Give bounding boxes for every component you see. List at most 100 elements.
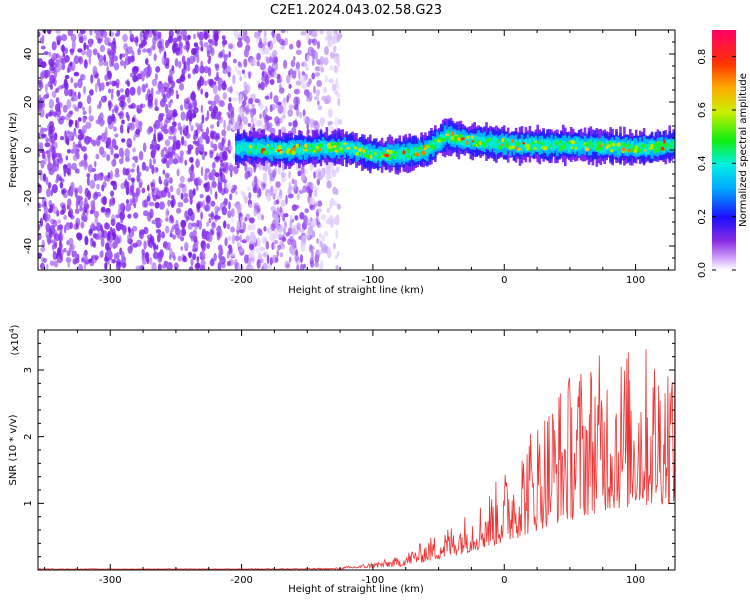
noise-blob	[86, 48, 93, 58]
signal-peak	[595, 146, 600, 151]
signal-peak	[339, 148, 343, 151]
noise-blob	[180, 192, 184, 200]
noise-blob	[122, 34, 128, 42]
noise-blob	[102, 30, 108, 39]
signal-peak	[471, 144, 477, 147]
noise-blob	[81, 146, 87, 152]
noise-blob	[316, 58, 320, 65]
signal-band-segment	[585, 142, 589, 152]
signal-peak	[501, 137, 504, 143]
noise-blob	[199, 65, 205, 74]
noise-blob	[66, 130, 71, 136]
signal-peak	[559, 145, 563, 150]
noise-blob	[197, 200, 203, 209]
noise-blob	[168, 135, 174, 140]
noise-blob	[145, 58, 149, 65]
noise-blob	[264, 167, 268, 172]
noise-blob	[226, 123, 233, 131]
noise-blob	[200, 265, 206, 270]
noise-blob	[96, 183, 100, 190]
signal-band-segment	[483, 137, 486, 145]
noise-blob	[65, 257, 72, 263]
signal-band-segment	[420, 145, 423, 156]
noise-blob	[52, 219, 58, 228]
noise-blob	[207, 66, 212, 77]
noise-blob	[210, 140, 214, 148]
noise-blob	[206, 110, 210, 120]
signal-band-segment	[274, 142, 277, 153]
signal-band-segment	[601, 141, 604, 153]
signal-peak	[445, 136, 450, 140]
noise-blob	[319, 30, 324, 35]
noise-blob	[169, 68, 175, 75]
noise-blob	[78, 263, 83, 270]
noise-blob	[306, 54, 311, 63]
noise-blob	[82, 110, 87, 116]
signal-band-segment	[248, 143, 252, 154]
noise-blob	[280, 172, 287, 178]
noise-blob	[156, 233, 161, 243]
noise-blob	[165, 217, 169, 222]
noise-blob	[187, 65, 191, 72]
noise-blob	[307, 218, 310, 224]
signal-peak	[548, 144, 553, 148]
noise-blob	[317, 41, 320, 50]
noise-blob	[276, 249, 280, 258]
noise-blob	[284, 220, 287, 229]
noise-blob	[175, 139, 181, 150]
noise-blob	[211, 175, 216, 182]
noise-blob	[62, 52, 66, 57]
noise-blob	[210, 109, 216, 119]
signal-band-segment	[359, 146, 362, 157]
signal-peak	[584, 146, 587, 149]
noise-blob	[252, 107, 257, 116]
signal-band-segment	[321, 142, 325, 151]
noise-blob	[127, 126, 130, 134]
noise-blob	[126, 167, 131, 174]
signal-band-segment	[497, 140, 500, 150]
noise-blob	[269, 257, 273, 266]
noise-blob	[286, 74, 291, 84]
noise-blob	[189, 197, 193, 205]
noise-blob	[302, 185, 307, 193]
noise-blob	[109, 80, 112, 85]
noise-blob	[292, 120, 298, 128]
noise-blob	[41, 239, 45, 249]
noise-blob	[221, 255, 226, 263]
signal-peak	[327, 143, 331, 147]
noise-blob	[328, 78, 335, 84]
noise-blob	[60, 136, 65, 141]
signal-band-segment	[355, 146, 358, 156]
y-tick-label: -40	[23, 238, 34, 254]
signal-peak	[353, 146, 358, 150]
signal-band-segment	[512, 140, 516, 149]
noise-blob	[229, 44, 233, 49]
noise-blob	[266, 192, 272, 202]
noise-blob	[158, 219, 163, 224]
noise-blob	[90, 200, 95, 208]
noise-blob	[107, 42, 112, 47]
signal-band-segment	[305, 142, 309, 154]
noise-blob	[222, 42, 226, 48]
signal-peak	[470, 135, 474, 139]
noise-blob	[290, 59, 296, 68]
noise-blob	[132, 147, 136, 153]
noise-blob	[132, 74, 138, 83]
noise-blob	[189, 156, 194, 164]
noise-blob	[224, 198, 229, 205]
noise-blob	[167, 199, 171, 207]
noise-blob	[153, 133, 157, 142]
noise-blob	[66, 149, 71, 154]
noise-blob	[66, 66, 70, 74]
noise-blob	[301, 221, 307, 231]
signal-band-segment	[518, 138, 522, 151]
noise-blob	[67, 210, 72, 218]
noise-blob	[89, 89, 94, 96]
noise-blob	[45, 213, 51, 222]
noise-blob	[216, 215, 221, 220]
noise-blob	[59, 242, 63, 250]
signal-band-segment	[508, 139, 512, 149]
noise-blob	[86, 176, 90, 186]
signal-band-segment	[374, 149, 378, 162]
noise-blob	[188, 266, 194, 270]
